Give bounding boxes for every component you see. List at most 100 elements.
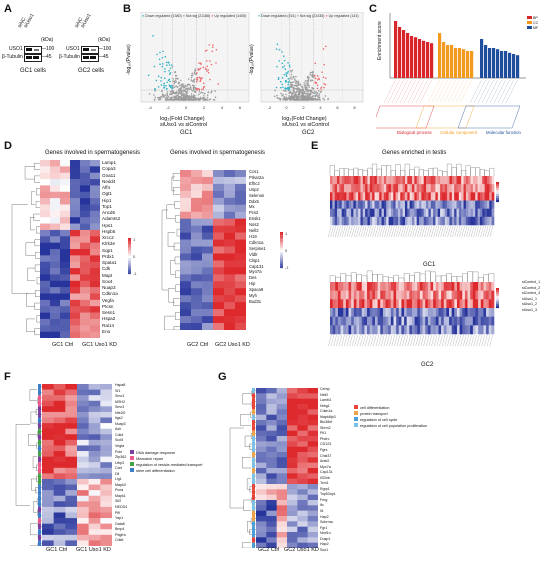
protein-label-uso1: USO1 — [9, 46, 23, 52]
heatmap-cell — [332, 316, 336, 326]
term-label-line — [497, 79, 510, 104]
heatmap-cell — [491, 200, 495, 209]
heatmap-cell — [440, 216, 443, 226]
heatmap-cell — [88, 439, 101, 446]
column-label-tick — [349, 334, 353, 347]
volcano-point — [319, 91, 322, 93]
heatmap-cell — [65, 406, 78, 413]
volcano-point — [297, 96, 300, 99]
volcano-point — [312, 92, 315, 94]
column-label-tick — [360, 225, 365, 238]
heatmap-cell — [361, 282, 365, 291]
term-group-box — [376, 105, 435, 129]
annotation-bar — [38, 534, 41, 541]
volcano-point — [209, 78, 211, 81]
heatmap-d1 — [40, 160, 100, 338]
col-dendrogram — [414, 166, 420, 176]
term-label-line — [447, 79, 460, 104]
volcano-point — [189, 84, 191, 86]
heatmap-cell — [397, 208, 401, 218]
panel-label-c: C — [369, 3, 377, 15]
heatmap-cell — [77, 389, 89, 396]
panel-label-e: E — [311, 140, 319, 152]
volcano-point — [174, 96, 177, 99]
heatmap-cell — [335, 316, 339, 326]
heatmap-cell — [390, 290, 394, 300]
heatmap-cell — [42, 456, 54, 463]
heatmap-cell — [42, 451, 54, 457]
heatmap-cell — [425, 316, 429, 326]
volcano-title-gc2: GC2 — [302, 130, 315, 136]
heatmap-cell — [287, 521, 298, 527]
heatmap-cell — [393, 308, 397, 317]
heatmap-g — [256, 388, 318, 548]
heatmap-cell — [287, 446, 298, 453]
heatmap-cell — [70, 249, 81, 256]
volcano-point — [156, 53, 158, 56]
heatmap-cell — [307, 393, 318, 399]
volcano-point — [198, 90, 201, 92]
d1-gene-23: Ptcsn — [102, 303, 114, 309]
annotation-bar — [38, 501, 41, 507]
heatmap-cell — [297, 542, 308, 548]
heatmap-cell — [235, 239, 246, 247]
volcano-point — [190, 96, 193, 99]
volcano-point — [166, 91, 169, 93]
column-label-tick — [418, 334, 422, 347]
column-label-tick — [377, 225, 381, 238]
heatmap-cell — [191, 197, 203, 206]
volcano-point — [283, 65, 286, 67]
heatmap-cell — [235, 323, 246, 330]
d2-gene-list: Ccs1 Prkar2a Efhc2 Usp2 Selenos Ddx5 Mx Pcs2 Ens… — [249, 169, 266, 305]
g-gene-6: Btc38ef — [320, 420, 333, 425]
heatmap-cell — [80, 306, 91, 313]
heatmap-cell — [80, 185, 91, 193]
heatmap-cell — [88, 529, 101, 536]
heatmap-cell — [80, 249, 91, 256]
heatmap-cell — [446, 299, 450, 309]
f-gene-list: Hspa8 Sf1 Smc3 MSH2 Smc3 Nfe2l2 Ilgs2 Nuap3 Ash C… — [115, 383, 127, 544]
heatmap-cell — [65, 529, 78, 536]
volcano-point — [182, 99, 185, 101]
f-group-ctrl: GC1 Ctrl — [46, 547, 68, 553]
heatmap-cell — [40, 318, 51, 326]
heatmap-cell — [406, 316, 410, 326]
enrichment-bar — [508, 52, 512, 78]
heatmap-cell — [297, 494, 308, 501]
legend-b1: ● Down regulated (1380) ● Not sig (21188… — [142, 14, 247, 18]
heatmap-cell — [53, 523, 66, 530]
heatmap-cell — [402, 192, 406, 201]
heatmap-cell — [65, 462, 78, 469]
heatmap-cell — [307, 441, 318, 447]
heatmap-cell — [307, 500, 318, 506]
heatmap-cell — [276, 393, 288, 399]
heatmap-cell — [330, 200, 333, 209]
volcano-point — [194, 95, 196, 97]
heatmap-cell — [88, 495, 101, 502]
heatmap-cell — [266, 505, 277, 511]
heatmap-cell — [287, 404, 298, 410]
f-gene-26: Bmp4 — [115, 527, 125, 532]
heatmap-cell — [470, 200, 474, 209]
heatmap-cell — [449, 290, 452, 300]
heatmap-cell — [235, 302, 246, 310]
heatmap-cell — [266, 510, 277, 517]
volcano-point — [296, 88, 298, 91]
heatmap-cell — [307, 420, 318, 426]
heatmap-cell — [276, 425, 288, 431]
heatmap-cell — [358, 200, 361, 209]
heatmap-cell — [276, 441, 288, 447]
annotation-bar — [38, 400, 41, 407]
heatmap-cell — [486, 282, 490, 291]
volcano-point — [305, 82, 308, 84]
col-dendrogram — [372, 163, 378, 176]
heatmap-cell — [451, 325, 455, 335]
heatmap-cell — [53, 389, 66, 396]
heatmap-cell — [400, 184, 403, 193]
volcano-point — [304, 85, 307, 88]
volcano-point — [277, 76, 280, 79]
heatmap-cell — [90, 287, 100, 294]
heatmap-cell — [435, 192, 439, 201]
heatmap-cell — [351, 299, 355, 309]
heatmap-cell — [65, 451, 78, 457]
